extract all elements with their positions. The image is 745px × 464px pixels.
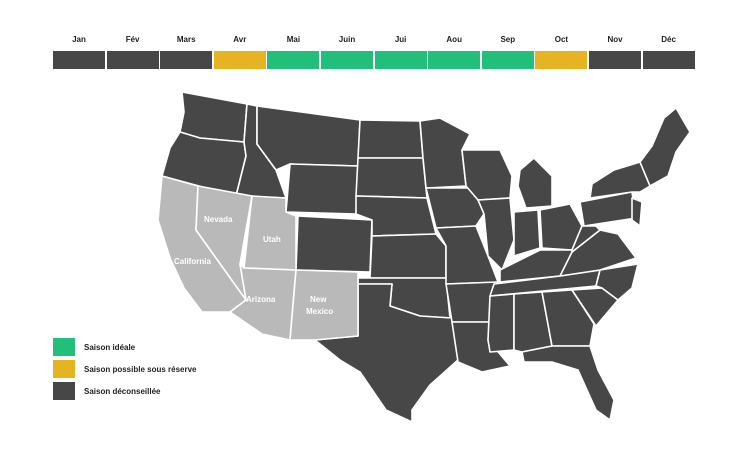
state-texas xyxy=(314,283,459,423)
state-florida xyxy=(521,345,615,421)
state-michigan xyxy=(517,157,553,209)
month-label: Oct xyxy=(554,35,569,44)
legend-swatch xyxy=(53,360,75,378)
label-arizona: Arizona xyxy=(246,295,276,304)
month-label: Avr xyxy=(233,35,247,44)
legend-swatch xyxy=(53,382,75,400)
state-indiana xyxy=(513,209,541,257)
month-status-bar xyxy=(642,51,695,69)
label-utah: Utah xyxy=(263,235,281,244)
month-status-bar xyxy=(589,51,641,69)
month-label: Jan xyxy=(72,35,86,44)
month-mar: Mars xyxy=(160,35,213,70)
month-status-bar xyxy=(428,51,481,69)
legend-swatch xyxy=(53,338,75,356)
state-pennsylvania xyxy=(579,191,637,227)
state-new-mexico xyxy=(289,269,359,341)
state-new-york xyxy=(589,161,651,199)
month-label: Déc xyxy=(661,35,676,44)
state-labels: California Nevada Utah Arizona New Mexic… xyxy=(174,215,333,316)
month-status-bar xyxy=(374,51,427,69)
month-status-bar xyxy=(321,51,373,69)
month-oct: Oct xyxy=(535,35,588,70)
state-new-england xyxy=(639,107,691,187)
month-label: Juin xyxy=(338,35,356,44)
highlighted-states xyxy=(157,175,359,341)
legend-label: Saison idéale xyxy=(84,343,136,352)
month-status-bar xyxy=(213,51,266,69)
state-north-dakota xyxy=(357,119,424,159)
state-montana xyxy=(256,105,361,171)
month-jul: Jui xyxy=(374,35,427,70)
state-south-dakota xyxy=(355,157,428,199)
month-label: Jui xyxy=(394,35,407,44)
label-new-mexico-line1: New xyxy=(310,295,327,304)
state-wyoming xyxy=(285,163,359,215)
state-colorado xyxy=(295,215,373,273)
month-status-bar xyxy=(535,51,588,69)
legend-label: Saison déconseillée xyxy=(84,387,161,396)
month-apr: Avr xyxy=(213,35,266,70)
month-aug: Aou xyxy=(428,35,481,70)
month-label: Fév xyxy=(125,35,140,44)
month-status-bar xyxy=(160,51,213,69)
legend-label: Saison possible sous réserve xyxy=(84,365,197,374)
month-feb: Fév xyxy=(106,35,159,70)
month-status-bar xyxy=(53,51,105,69)
month-nov: Nov xyxy=(589,35,641,70)
other-states xyxy=(161,91,691,423)
month-dec: Déc xyxy=(642,35,695,70)
us-map: California Nevada Utah Arizona New Mexic… xyxy=(157,91,691,423)
month-sep: Sep xyxy=(481,35,534,70)
month-status-bar xyxy=(481,51,534,69)
month-timeline: Jan Fév Mars Avr Mai Juin Jui Aou Sep Oc… xyxy=(53,35,696,70)
month-status-bar xyxy=(106,51,159,69)
state-new-jersey xyxy=(631,197,643,227)
label-new-mexico-line2: Mexico xyxy=(306,307,333,316)
month-jun: Juin xyxy=(321,35,373,70)
state-west-virginia xyxy=(571,225,601,253)
state-mississippi xyxy=(487,293,515,353)
month-status-bar xyxy=(267,51,320,69)
month-may: Mai xyxy=(267,35,320,70)
state-kansas xyxy=(369,233,447,279)
month-jan: Jan xyxy=(53,35,105,70)
month-label: Aou xyxy=(446,35,462,44)
label-nevada: Nevada xyxy=(204,215,233,224)
month-label: Mai xyxy=(286,35,301,44)
label-california: California xyxy=(174,257,211,266)
month-label: Sep xyxy=(500,35,516,44)
month-label: Mars xyxy=(176,35,196,44)
month-label: Nov xyxy=(607,35,623,44)
